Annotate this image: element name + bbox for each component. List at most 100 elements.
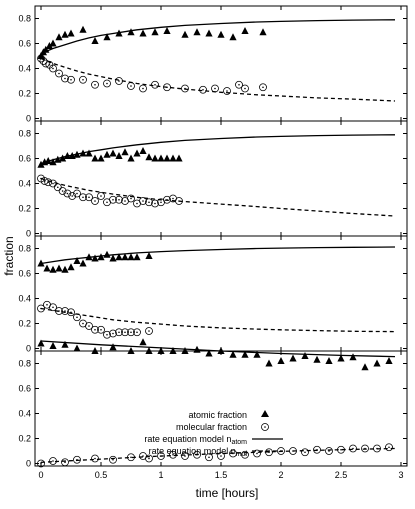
molecular-point-dot [112, 332, 114, 335]
atomic-point [103, 33, 111, 41]
atomic-point [45, 42, 53, 49]
molecular-point-dot [100, 195, 102, 197]
molecular-point-dot [340, 448, 342, 451]
molecular-point-dot [202, 88, 204, 91]
model-atom-line [40, 246, 396, 265]
molecular-point [73, 189, 81, 198]
atomic-point [127, 347, 135, 354]
legend-label-model-mol-main: rate equation model n [149, 446, 236, 456]
legend-entry-molecular: molecular fraction [176, 422, 269, 432]
atomic-point [91, 254, 99, 262]
atomic-point [55, 33, 63, 41]
x-tick-label: 2 [278, 470, 283, 480]
model-atom-line [40, 19, 396, 55]
molecular-point-dot [52, 67, 54, 70]
molecular-point-dot [61, 190, 64, 192]
molecular-point [63, 189, 72, 198]
molecular-point-dot [130, 197, 132, 200]
atomic-point [91, 154, 99, 162]
molecular-point [97, 192, 105, 200]
molecular-point-dot [154, 83, 156, 86]
molecular-point [241, 84, 249, 93]
atomic-point [109, 343, 117, 351]
molecular-point [115, 195, 123, 204]
molecular-point-dot [76, 192, 78, 195]
molecular-point-dot [208, 456, 210, 459]
atomic-point [67, 263, 75, 271]
model-mol-line [40, 307, 396, 333]
atomic-point [73, 344, 81, 352]
y-tick-label: 0.2 [18, 434, 31, 444]
molecular-point-dot [70, 78, 72, 81]
molecular-point-dot [100, 328, 102, 331]
molecular-point-dot [154, 202, 156, 205]
molecular-point-dot [142, 200, 144, 202]
molecular-point [181, 452, 189, 460]
molecular-point-dot [142, 87, 144, 90]
molecular-point [127, 328, 135, 337]
molecular-point [241, 450, 249, 459]
molecular-point-dot [94, 200, 96, 202]
molecular-point [157, 452, 165, 460]
molecular-point [79, 75, 87, 84]
atomic-point [59, 154, 67, 162]
molecular-point-dot [118, 198, 120, 201]
atomic-point [277, 357, 285, 364]
molecular-point-dot [124, 331, 126, 334]
y-tick-label: 0.2 [18, 89, 31, 99]
y-tick-label: 0.4 [18, 409, 31, 419]
molecular-point [109, 329, 117, 338]
atomic-point [145, 153, 153, 161]
molecular-point-dot [64, 77, 66, 80]
y-tick-label: 0.6 [18, 154, 31, 164]
molecular-point [235, 80, 243, 89]
atomic-point [55, 264, 63, 272]
molecular-point-dot [124, 200, 126, 202]
legend-marker-dotted-circle [261, 423, 269, 431]
molecular-point [58, 187, 67, 195]
molecular-point-dot [52, 306, 54, 309]
molecular-point [91, 80, 99, 89]
molecular-point [91, 454, 99, 463]
legend-marker-triangle [261, 410, 269, 417]
molecular-point-dot [48, 63, 51, 66]
molecular-point-dot [388, 446, 390, 449]
molecular-point-dot [244, 453, 246, 456]
atomic-point [229, 33, 237, 41]
molecular-point-dot [238, 83, 240, 86]
molecular-point [223, 87, 231, 95]
molecular-point-dot [57, 186, 59, 189]
panel-1: 0 0.2 0.4 0.6 0.8 [18, 5, 408, 124]
molecular-point-dot [220, 455, 222, 457]
atomic-point [169, 347, 177, 354]
molecular-point-dot [160, 201, 162, 204]
molecular-point [103, 330, 111, 339]
molecular-point [49, 64, 57, 73]
atomic-point [163, 154, 171, 162]
legend-label-model-mol-sub: mol [236, 451, 248, 458]
atomic-point [127, 253, 135, 261]
atomic-point [61, 340, 69, 348]
molecular-point [253, 449, 261, 458]
y-tick-label: 0.6 [18, 384, 31, 394]
molecular-point-dot [66, 192, 69, 195]
y-tick-label: 0.8 [18, 129, 31, 139]
atomic-point [127, 154, 135, 162]
y-tick-label: 0 [26, 344, 31, 354]
y-tick-label: 0.6 [18, 39, 31, 49]
molecular-point-dot [130, 456, 132, 459]
molecular-point-dot [52, 182, 54, 185]
atomic-point [145, 347, 153, 354]
atomic-point [337, 354, 345, 362]
y-tick-label: 0.8 [18, 244, 31, 254]
legend: atomic fraction molecular fraction rate … [144, 410, 283, 458]
atomic-point [373, 359, 381, 367]
molecular-point-dot [256, 452, 258, 455]
molecular-point [55, 69, 63, 78]
molecular-point [61, 307, 69, 315]
atomic-point [49, 39, 57, 47]
molecular-point [181, 84, 189, 93]
molecular-point-dot [118, 331, 120, 334]
atomic-point [109, 254, 117, 262]
molecular-point [73, 455, 81, 464]
